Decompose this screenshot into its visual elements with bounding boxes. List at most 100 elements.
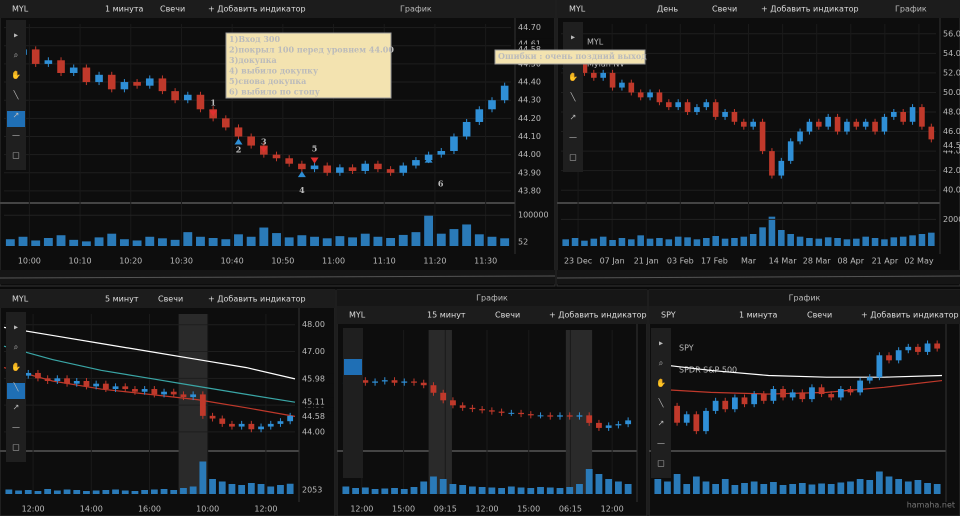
note-box	[225, 32, 392, 99]
tool-icon[interactable]: □	[12, 151, 20, 160]
volume-bar	[410, 487, 418, 494]
tool-icon[interactable]: ╲	[570, 92, 577, 102]
volume-bar	[121, 490, 129, 494]
candle-body	[190, 394, 197, 398]
x-tick-label: 21 Jan	[634, 257, 659, 266]
candle-body	[31, 49, 40, 64]
volume-bar	[787, 234, 794, 246]
symbol[interactable]: SPY	[661, 311, 676, 320]
symbol-watermark: SPY	[679, 344, 694, 353]
panel-title: График	[400, 5, 432, 14]
interval[interactable]: 1 минута	[739, 311, 777, 320]
tool-icon[interactable]: □	[657, 459, 665, 468]
volume-bar	[386, 238, 396, 246]
tool-icon[interactable]: ╲	[13, 90, 20, 100]
y-tick-label: 44.40	[518, 78, 541, 87]
y-tick-label: 42.00	[943, 166, 960, 175]
tool-icon[interactable]: ⌕	[14, 51, 18, 60]
chart-type[interactable]: Свечи	[495, 311, 520, 320]
interval[interactable]: 15 минут	[427, 311, 466, 320]
volume-bar	[909, 235, 916, 246]
volume-bar	[31, 240, 41, 246]
volume-bar	[449, 484, 457, 494]
volume-bar	[73, 490, 81, 494]
tool-icon[interactable]: ✋	[11, 70, 21, 80]
chart-type[interactable]: Свечи	[807, 311, 832, 320]
chart-type[interactable]: Свечи	[158, 295, 183, 304]
volume-bar	[150, 489, 158, 494]
chart-type[interactable]: Свечи	[160, 5, 185, 14]
tool-icon[interactable]: ↗	[13, 403, 20, 412]
add-indicator[interactable]: + Добавить индикатор	[208, 5, 306, 14]
interval[interactable]: 5 минут	[105, 295, 139, 304]
tool-icon[interactable]: □	[569, 153, 577, 162]
x-tick-label: 12:00	[22, 505, 45, 514]
y-tick-label: 40.00	[943, 186, 960, 195]
chart-type[interactable]: Свечи	[712, 5, 737, 14]
x-tick-label: 10:50	[271, 257, 294, 266]
tool-icon[interactable]: ✋	[656, 378, 666, 388]
volume-bar	[69, 239, 79, 246]
volume-bar	[895, 479, 903, 494]
panel	[336, 289, 648, 516]
candle-body	[298, 163, 306, 170]
volume-bar	[430, 476, 437, 494]
interval[interactable]: День	[657, 5, 678, 14]
x-tick-label: 17 Feb	[701, 257, 728, 266]
tool-icon[interactable]: ▸	[659, 339, 663, 348]
volume-bar	[462, 224, 472, 246]
volume-bar	[360, 233, 370, 246]
moving-average	[3, 345, 296, 403]
tool-icon[interactable]: ⌕	[659, 359, 663, 368]
volume-bar	[310, 236, 319, 246]
volume-bar	[507, 486, 515, 494]
candle-body	[372, 381, 378, 383]
candle-body	[361, 163, 370, 171]
tool-icon[interactable]: ↗	[658, 419, 665, 428]
candle-body	[693, 414, 700, 432]
candle-body	[844, 121, 850, 132]
symbol[interactable]: MYL	[12, 295, 29, 304]
symbol[interactable]: MYL	[349, 311, 366, 320]
volume-bar	[158, 238, 167, 246]
trade-marker-label: 3	[261, 137, 267, 147]
tool-icon[interactable]: ▸	[571, 33, 575, 42]
tool-icon[interactable]: ▸	[14, 323, 18, 332]
tool-icon[interactable]: ✋	[568, 72, 578, 82]
candle-body	[219, 418, 226, 424]
candle-body	[386, 169, 395, 173]
add-indicator[interactable]: + Добавить индикатор	[549, 311, 647, 320]
candle-body	[437, 151, 446, 155]
add-indicator[interactable]: + Добавить индикатор	[861, 311, 959, 320]
candle-body	[684, 102, 691, 112]
tool-icon[interactable]: ⌕	[14, 343, 18, 352]
tool-icon[interactable]: —	[12, 131, 20, 140]
x-tick-label: 21 Apr	[872, 257, 899, 266]
add-indicator[interactable]: + Добавить индикатор	[208, 295, 306, 304]
tool-icon[interactable]: ↗	[13, 111, 20, 120]
tool-icon[interactable]: ╲	[658, 398, 665, 408]
navigator-line	[0, 275, 556, 279]
tool-icon[interactable]: ╲	[13, 382, 20, 392]
interval[interactable]: 1 минута	[105, 5, 143, 14]
candle-body	[722, 112, 728, 117]
toolbar	[651, 328, 671, 478]
tool-icon[interactable]: —	[657, 439, 665, 448]
volume-bar	[590, 238, 598, 246]
volume-bar	[411, 232, 421, 246]
symbol[interactable]: MYL	[12, 5, 29, 14]
y-tick-label: 44.70	[518, 23, 541, 32]
tool-icon[interactable]: —	[12, 423, 20, 432]
volume-bar	[145, 236, 155, 246]
candle-body	[881, 116, 888, 132]
add-indicator[interactable]: + Добавить индикатор	[761, 5, 859, 14]
tool-icon[interactable]: ▸	[14, 31, 18, 40]
tool-icon[interactable]: ✋	[11, 362, 21, 372]
volume-bar	[189, 486, 197, 494]
note-line: 1)Вход 300	[229, 34, 280, 44]
symbol[interactable]: MYL	[569, 5, 586, 14]
tool-icon[interactable]: ↗	[570, 113, 577, 122]
tool-icon[interactable]: —	[569, 133, 577, 142]
volume-bar	[361, 487, 369, 494]
tool-icon[interactable]: □	[12, 443, 20, 452]
